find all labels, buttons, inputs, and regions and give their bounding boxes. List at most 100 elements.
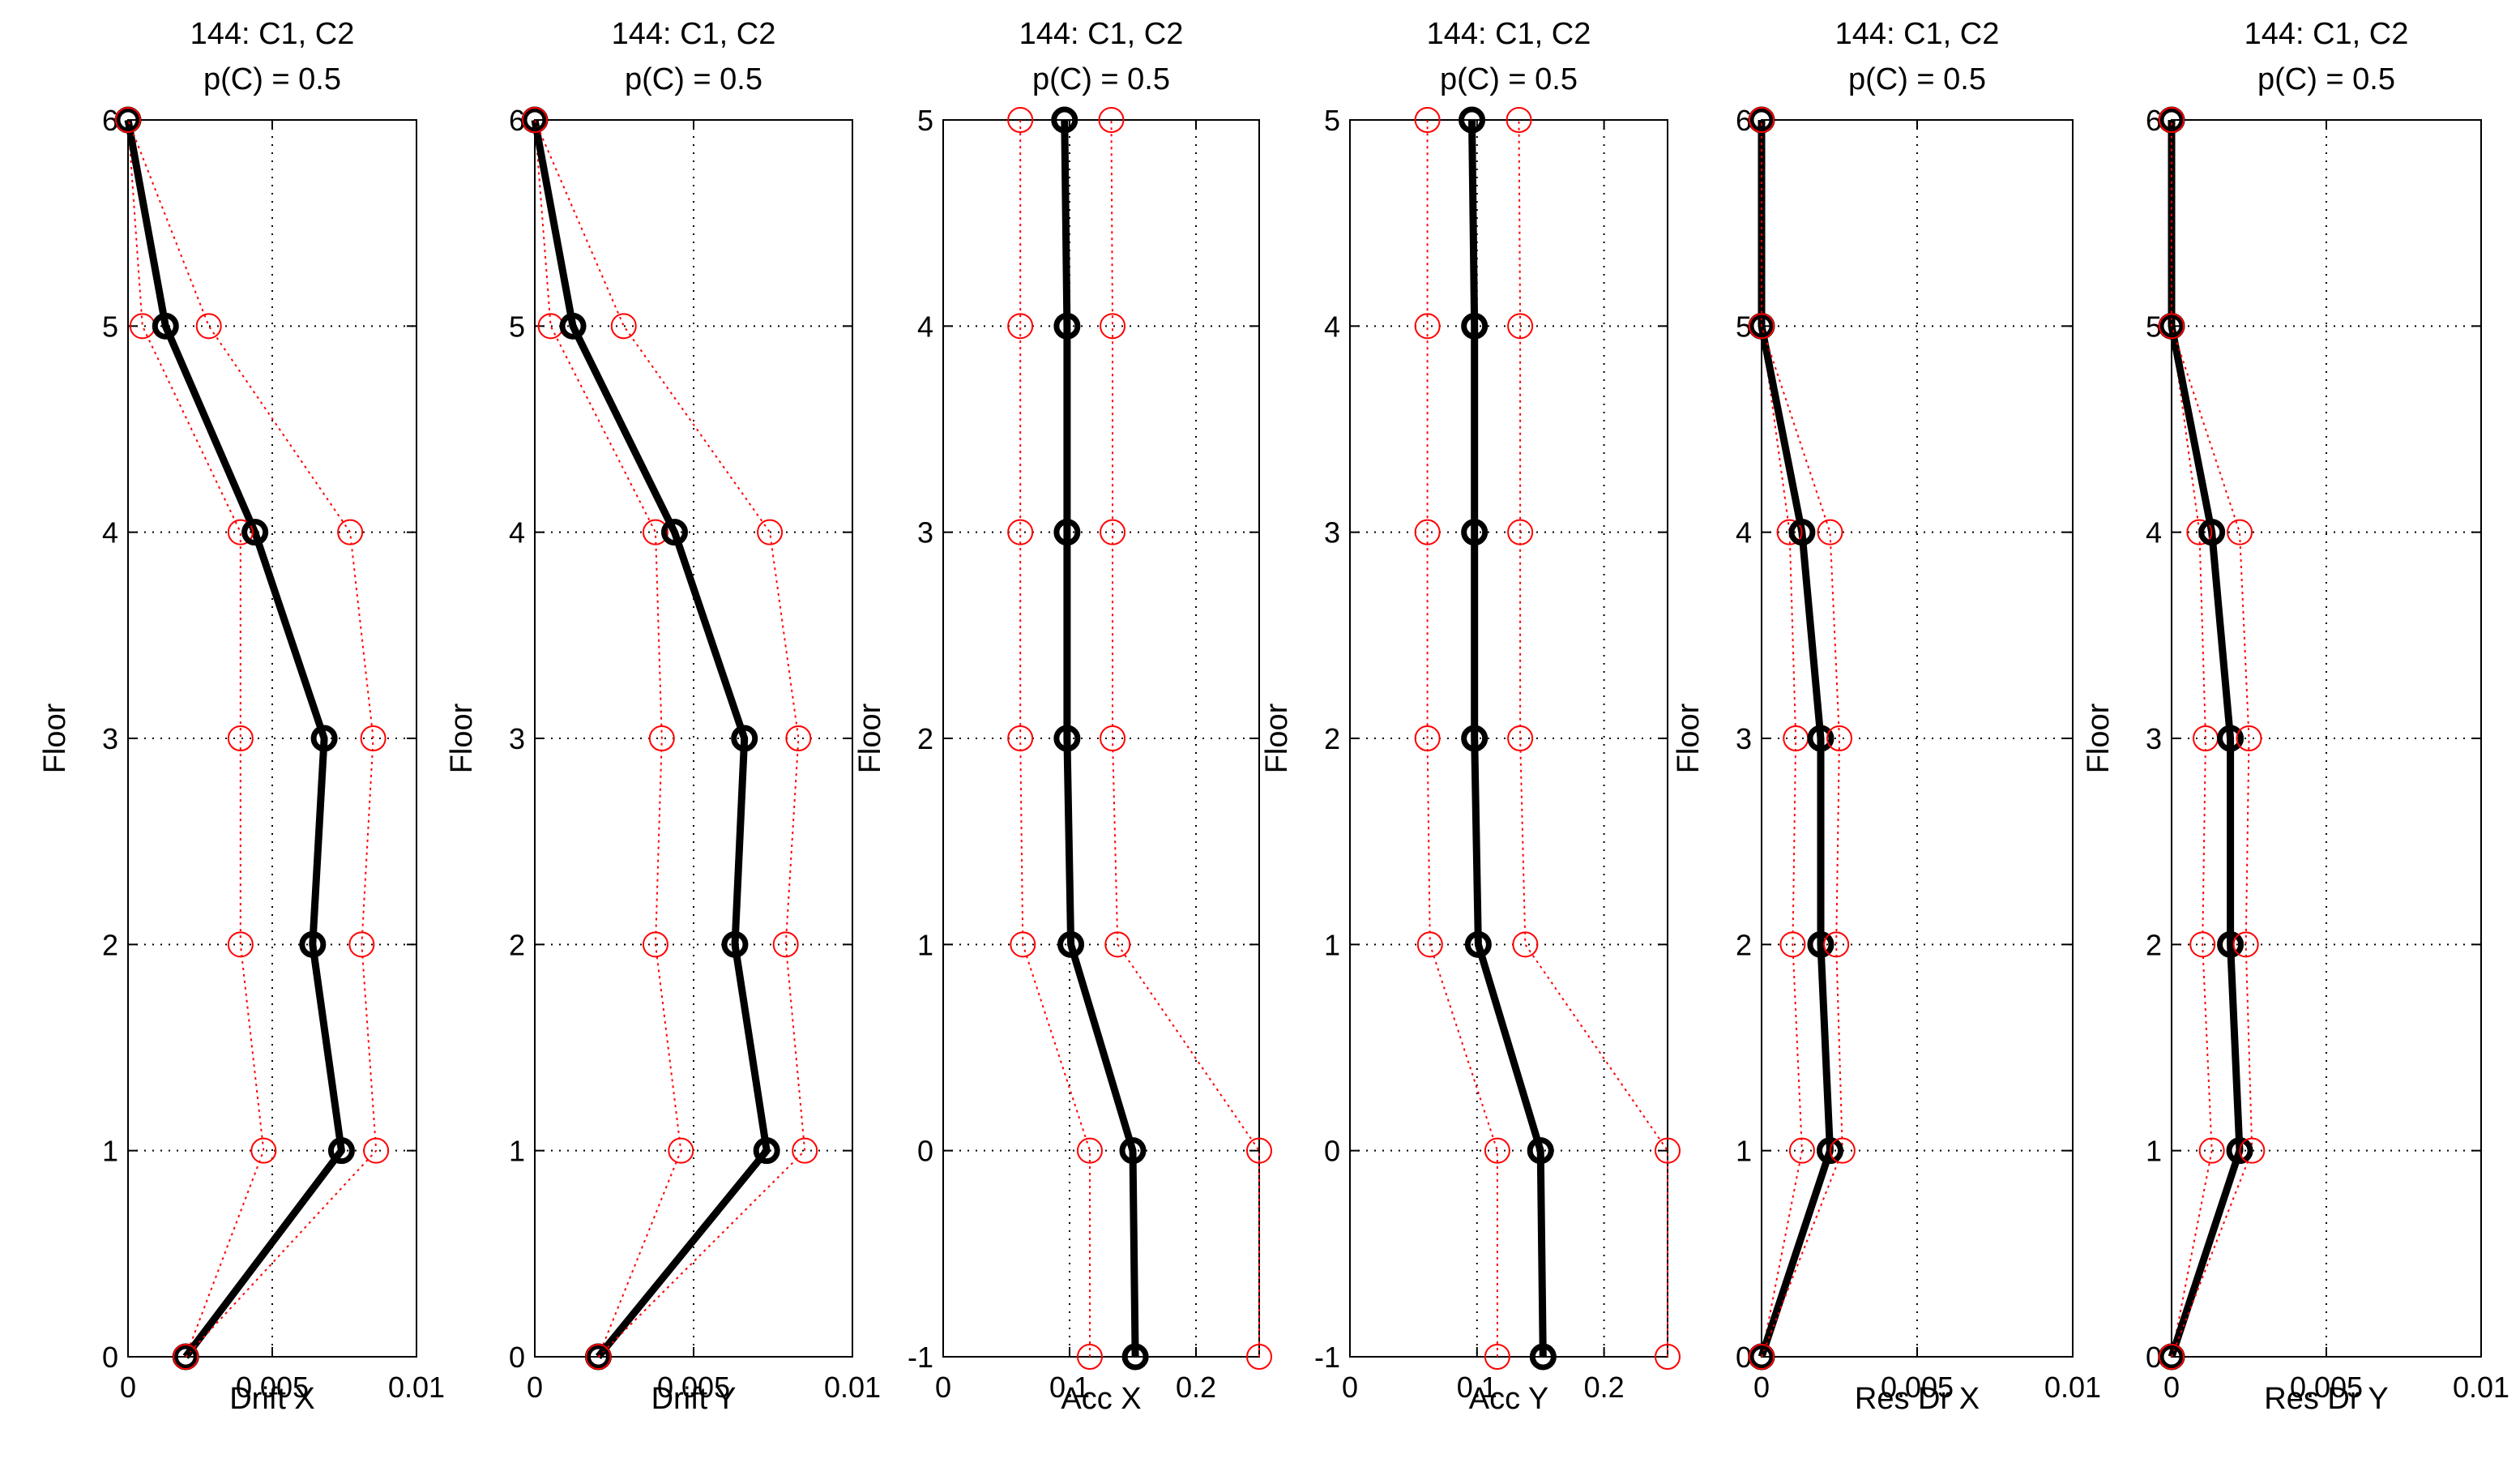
data-point-median: [1461, 312, 1489, 340]
y-tick-label: 1: [917, 928, 933, 961]
data-point-upper: [1100, 519, 1126, 545]
y-tick-label: 4: [1736, 516, 1752, 550]
y-tick-label: 1: [102, 1135, 118, 1168]
y-axis-label: Floor: [1260, 703, 1294, 773]
data-point-lower: [668, 1137, 694, 1164]
data-point-median: [1121, 1343, 1149, 1371]
data-point-lower: [227, 519, 254, 545]
y-tick-label: 3: [509, 722, 525, 755]
data-point-upper: [1104, 931, 1131, 958]
y-axis-label: Floor: [853, 703, 887, 773]
y-tick-label: 4: [917, 310, 933, 343]
data-point-upper: [1512, 931, 1539, 958]
data-point-median: [172, 1343, 199, 1371]
data-point-median: [1053, 725, 1081, 752]
data-point-upper: [1507, 519, 1534, 545]
data-point-upper: [1817, 519, 1843, 545]
y-tick-label: 2: [509, 928, 525, 961]
data-point-upper: [173, 1344, 199, 1370]
x-tick-label: 0: [2163, 1371, 2180, 1404]
data-point-median: [1119, 1137, 1147, 1165]
series-line-lower: [127, 119, 265, 1358]
y-tick-label: 6: [2146, 104, 2162, 137]
data-point-lower: [2198, 1137, 2225, 1164]
data-point-median: [1461, 519, 1489, 546]
data-point-lower: [1007, 107, 1034, 133]
x-tick-label: 0.01: [388, 1371, 445, 1404]
chart-title-line-2: p(C) = 0.5: [625, 62, 762, 96]
data-point-lower: [227, 725, 254, 751]
data-point-median: [584, 1343, 612, 1371]
data-point-median: [1527, 1137, 1554, 1165]
data-point-lower: [1414, 107, 1441, 133]
x-tick-label: 0: [120, 1371, 136, 1404]
y-tick-label: 1: [509, 1135, 525, 1168]
data-point-upper: [1749, 1344, 1775, 1370]
data-point-median: [1464, 930, 1492, 958]
y-tick-label: 3: [2146, 722, 2162, 755]
data-point-median: [241, 519, 269, 546]
series-line-median: [531, 119, 771, 1359]
data-point-upper: [522, 107, 548, 133]
chart-title-line-2: p(C) = 0.5: [2257, 62, 2395, 96]
chart-title-line-1: 144: C1, C2: [1427, 17, 1591, 51]
data-point-median: [299, 930, 327, 958]
data-point-median: [2226, 1137, 2253, 1165]
data-point-upper: [363, 1137, 390, 1164]
data-point-median: [1748, 106, 1775, 134]
data-point-median: [2217, 725, 2245, 752]
data-point-median: [1807, 930, 1834, 958]
x-tick-label: 0: [527, 1371, 543, 1404]
data-point-upper: [1100, 313, 1126, 340]
data-point-median: [660, 519, 688, 546]
data-point-lower: [648, 725, 675, 751]
chart-title-line-2: p(C) = 0.5: [1032, 62, 1170, 96]
chart-panel-6: 0 0.005 0.01 0 1 2 3 4 5 6 144: C1, C2 p(C) = 0.5 Re…: [2082, 17, 2509, 1416]
series-line-lower: [2171, 120, 2213, 1358]
data-point-upper: [115, 107, 141, 133]
y-tick-label: -1: [1314, 1341, 1340, 1374]
data-point-median: [2158, 106, 2185, 134]
data-point-upper: [195, 313, 222, 340]
data-point-median: [1807, 725, 1834, 752]
series-line-median: [1468, 119, 1547, 1358]
y-tick-label: 3: [1324, 516, 1340, 550]
y-tick-label: 3: [917, 516, 933, 550]
x-tick-label: 0.005: [657, 1371, 730, 1404]
data-point-median: [753, 1137, 780, 1165]
data-point-upper: [1507, 725, 1534, 751]
data-point-lower: [1788, 1137, 1815, 1164]
data-point-median: [1053, 519, 1081, 546]
x-tick-label: 0: [1753, 1371, 1770, 1404]
y-tick-label: 0: [2146, 1341, 2162, 1374]
chart-title-line-1: 144: C1, C2: [612, 17, 776, 51]
series-line-median: [124, 119, 345, 1359]
data-point-median: [1816, 1137, 1843, 1165]
y-tick-label: 5: [1736, 310, 1752, 343]
y-tick-label: 2: [917, 722, 933, 755]
y-axis-label: Floor: [1672, 703, 1706, 773]
y-tick-label: 1: [1736, 1135, 1752, 1168]
y-tick-label: 1: [2146, 1135, 2162, 1168]
y-tick-label: 5: [1324, 104, 1340, 137]
x-axis-label: Drift X: [229, 1382, 315, 1416]
y-tick-label: -1: [908, 1341, 933, 1374]
y-tick-label: 5: [102, 310, 118, 343]
x-axis-label: Drift Y: [651, 1382, 737, 1416]
data-point-median: [152, 312, 179, 340]
y-axis-label: Floor: [2082, 703, 2116, 773]
axes-box: [127, 119, 417, 1358]
data-point-upper: [337, 519, 364, 545]
data-point-upper: [2227, 519, 2253, 545]
x-axis-label: Acc X: [1061, 1382, 1141, 1416]
data-point-lower: [250, 1137, 277, 1164]
data-point-lower: [1484, 1137, 1510, 1164]
data-point-upper: [1655, 1344, 1681, 1370]
data-point-median: [114, 106, 142, 134]
data-point-median: [327, 1137, 355, 1165]
x-tick-label: 0.005: [2290, 1371, 2363, 1404]
x-tick-label: 0.1: [1049, 1371, 1090, 1404]
data-point-lower: [2189, 931, 2216, 958]
data-point-upper: [757, 519, 784, 545]
